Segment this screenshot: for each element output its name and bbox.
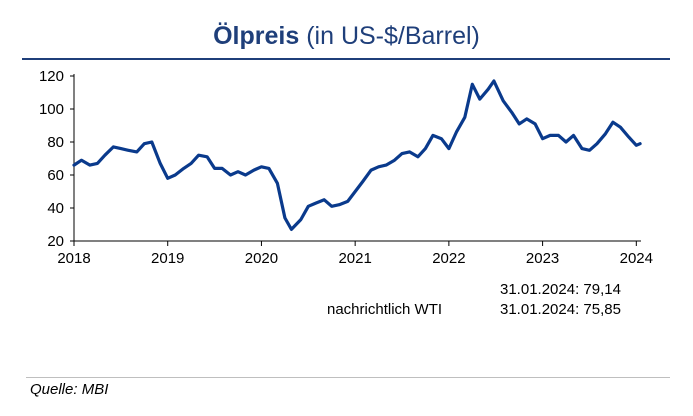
chart-title: Ölpreis (in US-$/Barrel) bbox=[0, 22, 693, 51]
y-tick-label: 40 bbox=[47, 200, 64, 217]
y-tick-label: 100 bbox=[39, 101, 64, 118]
x-tick-label: 2020 bbox=[245, 250, 278, 267]
x-tick-label: 2019 bbox=[151, 250, 184, 267]
y-tick-label: 80 bbox=[47, 134, 64, 151]
x-tick-label: 2022 bbox=[432, 250, 465, 267]
x-tick-label: 2024 bbox=[620, 250, 653, 267]
y-tick-label: 20 bbox=[47, 233, 64, 250]
oil-price-series-line bbox=[72, 79, 642, 231]
wti-latest-value: 31.01.2024: 75,85 bbox=[500, 301, 621, 318]
chart-title-bold: Ölpreis bbox=[213, 22, 300, 50]
title-underline bbox=[22, 58, 670, 60]
y-tick-label: 60 bbox=[47, 167, 64, 184]
source-divider bbox=[26, 377, 670, 378]
x-tick-label: 2023 bbox=[526, 250, 559, 267]
x-tick-label: 2018 bbox=[57, 250, 90, 267]
x-tick-label: 2021 bbox=[338, 250, 371, 267]
brent-latest-value: 31.01.2024: 79,14 bbox=[500, 281, 621, 298]
y-tick-label: 120 bbox=[39, 68, 64, 85]
wti-label: nachrichtlich WTI bbox=[327, 301, 443, 318]
chart-title-unit: (in US-$/Barrel) bbox=[306, 22, 480, 50]
source-note: Quelle: MBI bbox=[30, 381, 109, 398]
